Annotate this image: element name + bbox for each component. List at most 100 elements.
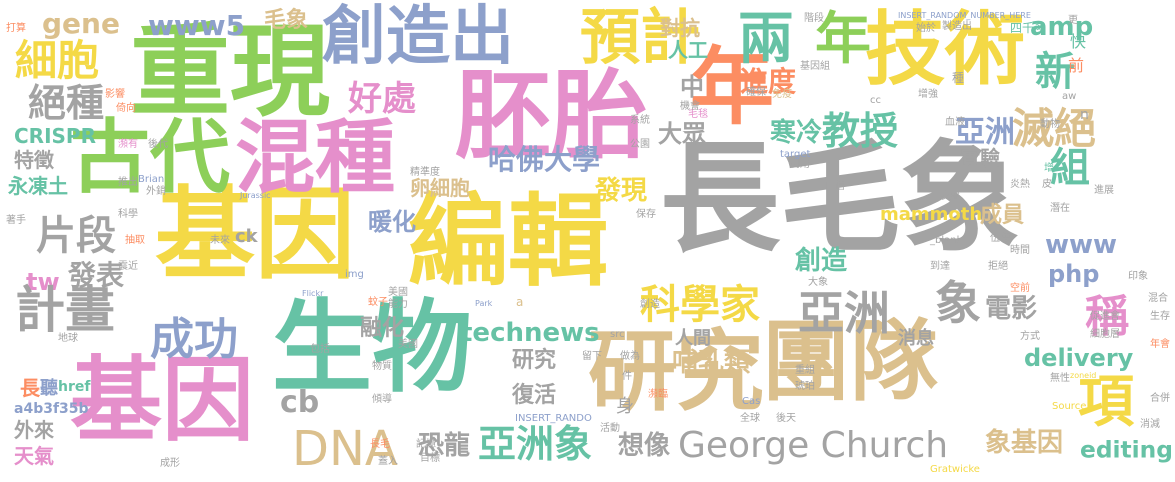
word: 到達 [930,261,950,272]
word: 後天 [776,413,796,424]
word: 確保 [746,87,766,98]
word: 震近 [118,261,138,272]
word: 長毛象 [660,130,1020,269]
word: 計畫 [15,281,115,339]
word: 未來 [210,235,230,246]
word: Source [1052,401,1087,412]
word: 留下 [582,351,602,362]
word: 好處 [348,79,416,119]
word: 教授 [822,109,899,153]
word: 年會 [1150,339,1170,350]
word: 血液 [945,117,965,128]
word: 瀕有 [118,139,138,150]
word: 團隊 [762,310,939,413]
word: 毛象 [264,8,309,33]
word: 動物 [1040,119,1060,130]
word: 項 [1078,370,1134,435]
word: a [516,295,524,309]
word: 製造出 [942,21,972,32]
word: 精準度 [410,167,440,178]
word: 外銷 [146,186,166,197]
word: 合併 [1150,393,1170,404]
word: 活動 [600,423,620,434]
word: 琥珀 [795,381,815,392]
word: src [610,329,625,340]
word: 創造 [795,246,848,276]
word: 絕種 [28,81,105,125]
word: 生存 [1150,311,1170,322]
word: 增 [1044,163,1054,174]
word: 時間 [1010,245,1030,256]
word: 混合 [1148,293,1168,304]
word: 基因組 [800,61,830,72]
word: 融化 [360,316,405,341]
word: 創造出 [322,0,514,74]
word: a4b3f35b [14,401,89,417]
word: Cas [742,396,761,407]
word: ck [235,226,258,247]
word: 傾導 [372,394,392,405]
word: 四千多 [1010,21,1047,35]
word: Jurassic [240,191,271,200]
word: 滅絕 [1012,104,1097,153]
word: 胚胎 [455,60,647,172]
word: 天氣 [14,444,54,468]
word: 生物 [272,289,472,406]
word: 永凍土 [8,174,68,198]
word: gene [42,7,120,40]
word: 大象 [808,277,828,288]
word: 暖化 [368,208,416,236]
word: 基因 [70,347,255,454]
word: 件 [622,371,632,382]
word: 研究 [512,348,557,373]
word: 新 [1035,49,1075,95]
word: 混種 [235,111,395,204]
word: CRISPR [14,124,96,148]
word: 皮 [1042,179,1052,190]
word: cc [870,95,881,106]
word: 能力 [388,299,408,310]
word: 保存 [636,209,656,220]
word: 細胞 [15,36,100,85]
word: 空前 [1010,283,1030,294]
word: 影響 [105,89,125,100]
word: 機會 [680,101,700,112]
word: 組 [1050,145,1090,191]
word: 科學 [118,209,138,220]
word: 人間 [675,328,711,349]
word: 潛在 [1050,203,1070,214]
word: Park [475,299,493,308]
word: 全球 [740,413,760,424]
word: 無性 [1050,373,1070,384]
word: zoneid [1070,371,1097,380]
word: 年 [690,38,775,136]
word: 長毛 [370,439,390,450]
word: 自信 [825,181,845,192]
word: 預計 [580,3,700,73]
word: 前 [1068,56,1085,75]
word: 促進會 [1090,311,1120,322]
word: php [1048,260,1100,288]
word: 創造 [640,299,660,310]
word: 利用 [790,159,810,170]
word: 著手 [6,215,26,226]
word: 人工 [668,38,708,62]
word: 基因 [155,176,355,293]
word: 亞洲 [798,286,890,340]
word: 哺乳類 [672,348,751,378]
word: INSERT_RANDO [515,413,592,424]
word: 卵細胞 [410,176,470,200]
word: 技術 [865,3,1025,96]
word: 特徵 [14,148,54,172]
word: 哈佛大學 [488,143,601,176]
word: 免疫 [772,89,792,100]
word: 象基因 [985,428,1064,458]
word: INSERT_RANDOM_NUMBER_HERE [898,11,1031,20]
word: 進展 [1094,185,1114,196]
word: Brian [138,174,165,185]
word: 毛毯 [688,109,708,120]
word: 推出 [118,177,138,188]
word: 對抗 [660,16,700,40]
word: 更 [1068,15,1078,26]
